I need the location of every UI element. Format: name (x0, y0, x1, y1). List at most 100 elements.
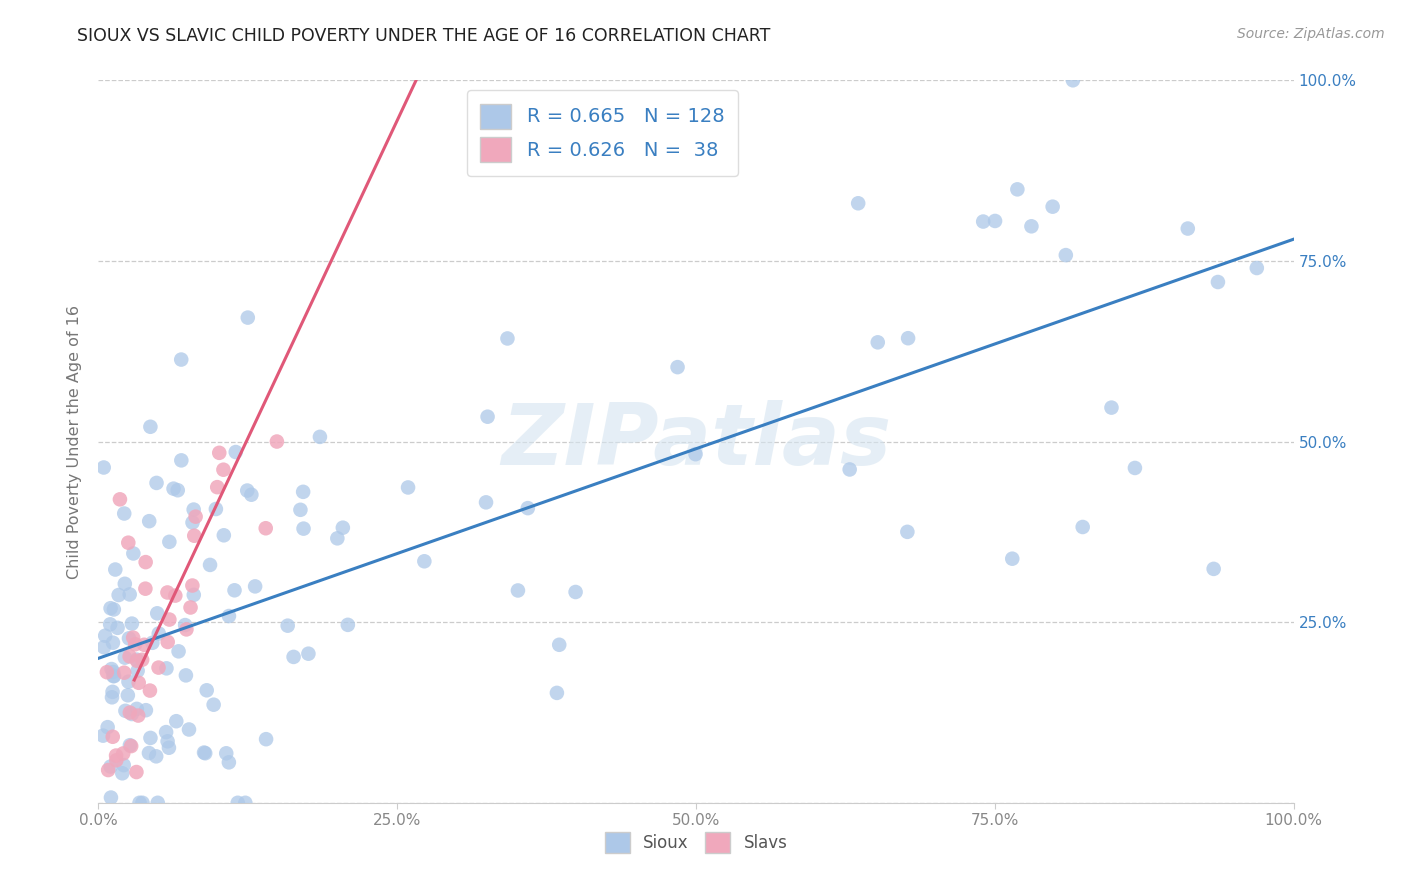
Point (212, 528, 235, 542)
Point (1021, 219, 1043, 234)
Point (166, 483, 188, 498)
Point (972, 214, 994, 228)
Point (1007, 182, 1029, 196)
Point (336, 617, 359, 632)
Point (326, 532, 349, 546)
Point (195, 683, 218, 698)
Point (122, 546, 145, 560)
Point (100, 790, 122, 805)
Point (174, 668, 197, 682)
Point (105, 748, 128, 763)
Point (117, 688, 139, 702)
Point (516, 501, 538, 516)
Point (100, 759, 122, 773)
Point (155, 661, 177, 675)
Point (94, 629, 117, 643)
Point (254, 732, 277, 747)
Point (112, 507, 135, 521)
Point (120, 739, 142, 753)
Point (207, 480, 229, 494)
Point (564, 585, 586, 599)
Point (240, 488, 263, 502)
Point (131, 796, 153, 810)
Point (157, 613, 180, 627)
Point (1054, 248, 1077, 262)
Point (114, 650, 136, 665)
Point (156, 635, 179, 649)
Point (101, 730, 124, 744)
Point (205, 502, 228, 516)
Point (139, 419, 162, 434)
Point (194, 746, 217, 760)
Point (292, 522, 315, 536)
Point (413, 554, 436, 568)
Point (156, 585, 179, 599)
Point (118, 706, 141, 720)
Point (193, 746, 215, 760)
Point (897, 331, 920, 345)
Point (134, 638, 156, 652)
Point (108, 492, 131, 507)
Point (177, 723, 200, 737)
Point (118, 649, 141, 664)
Point (127, 708, 149, 723)
Point (121, 706, 143, 721)
Point (121, 616, 143, 631)
Point (984, 214, 1007, 228)
Point (212, 463, 235, 477)
Point (157, 534, 180, 549)
Point (167, 644, 190, 658)
Point (225, 445, 247, 459)
Point (112, 665, 135, 680)
Point (146, 796, 169, 810)
Point (548, 638, 571, 652)
Point (266, 434, 288, 449)
Point (277, 618, 299, 632)
Point (127, 664, 149, 678)
Point (128, 675, 150, 690)
Point (118, 587, 141, 601)
Point (1246, 260, 1268, 275)
Point (165, 589, 187, 603)
Point (183, 502, 205, 516)
Point (103, 669, 125, 683)
Point (96, 665, 118, 680)
Point (183, 529, 205, 543)
Point (396, 480, 419, 494)
Text: SIOUX VS SLAVIC CHILD POVERTY UNDER THE AGE OF 16 CORRELATION CHART: SIOUX VS SLAVIC CHILD POVERTY UNDER THE … (77, 27, 770, 45)
Point (157, 740, 180, 755)
Text: ZIPatlas: ZIPatlas (501, 400, 891, 483)
Point (236, 483, 259, 498)
Point (117, 674, 139, 689)
Point (131, 653, 153, 667)
Legend: Sioux, Slavs: Sioux, Slavs (598, 826, 794, 860)
Point (135, 555, 157, 569)
Point (101, 636, 124, 650)
Point (170, 352, 193, 367)
Point (208, 446, 231, 460)
Point (103, 669, 125, 683)
Point (93, 640, 115, 655)
Point (101, 685, 124, 699)
Point (107, 588, 129, 602)
Point (162, 482, 184, 496)
Point (155, 725, 177, 739)
Point (97, 763, 120, 777)
Point (146, 607, 169, 621)
Point (181, 578, 204, 592)
Point (846, 196, 869, 211)
Point (290, 503, 312, 517)
Point (117, 535, 139, 549)
Point (170, 453, 193, 467)
Point (243, 579, 266, 593)
Point (224, 583, 246, 598)
Point (148, 660, 170, 674)
Point (180, 600, 202, 615)
Point (156, 734, 179, 748)
Point (309, 430, 332, 444)
Point (236, 310, 259, 325)
Point (118, 738, 141, 752)
Point (218, 609, 240, 624)
Point (226, 796, 249, 810)
Point (139, 731, 162, 745)
